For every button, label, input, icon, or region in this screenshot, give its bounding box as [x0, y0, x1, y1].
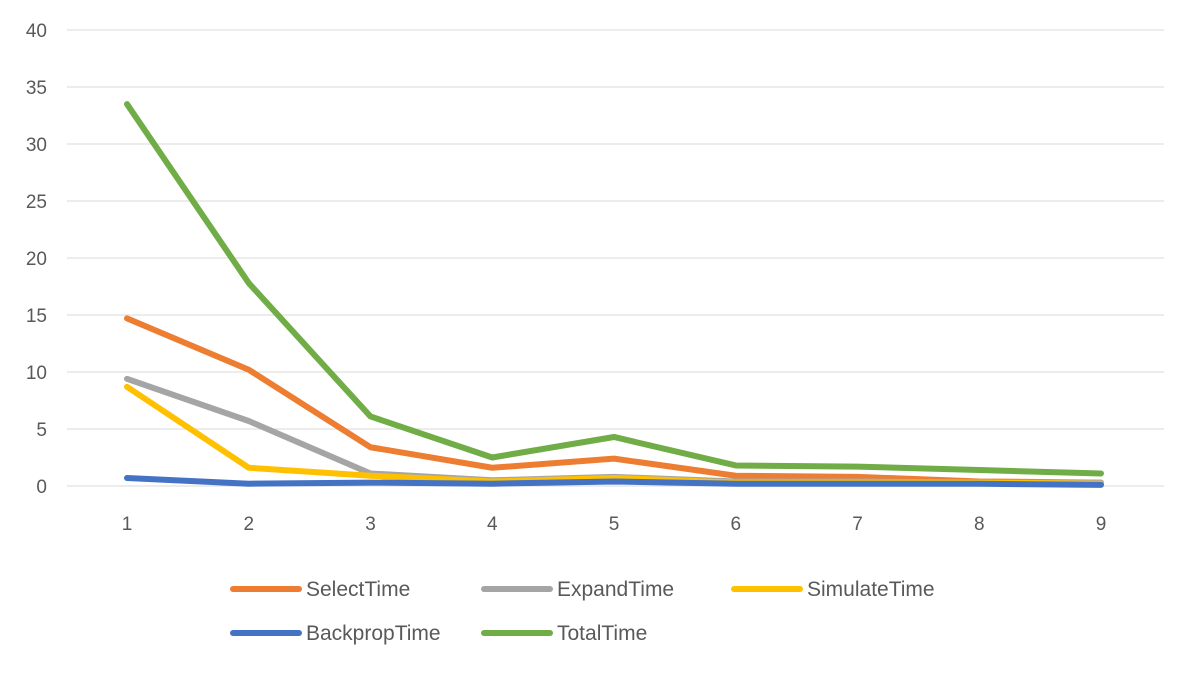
x-tick-label: 5	[609, 514, 620, 535]
legend-label: ExpandTime	[557, 578, 674, 601]
x-tick-label: 6	[730, 514, 741, 535]
series-lines	[124, 101, 1104, 488]
y-tick-label: 15	[26, 306, 47, 327]
y-tick-label: 0	[36, 477, 47, 498]
series-line-totaltime	[124, 101, 1104, 477]
x-tick-label: 3	[365, 514, 376, 535]
legend-label: BackpropTime	[306, 622, 441, 645]
y-tick-label: 5	[36, 420, 47, 441]
y-tick-label: 10	[26, 363, 47, 384]
series-line-selecttime	[124, 315, 1104, 486]
legend-item-backproptime[interactable]: BackpropTime	[230, 622, 441, 645]
x-tick-label: 1	[122, 514, 133, 535]
y-tick-label: 40	[26, 21, 47, 42]
x-tick-label: 4	[487, 514, 498, 535]
legend-item-selecttime[interactable]: SelectTime	[230, 578, 410, 601]
legend-label: TotalTime	[557, 622, 647, 645]
legend: SelectTime ExpandTime SimulateTime Backprop…	[230, 578, 935, 645]
legend-item-expandtime[interactable]: ExpandTime	[481, 578, 674, 601]
legend-item-simulatetime[interactable]: SimulateTime	[731, 578, 935, 601]
x-tick-label: 7	[852, 514, 863, 535]
legend-item-totaltime[interactable]: TotalTime	[481, 622, 647, 645]
x-axis-ticks: 1 2 3 4 5 6 7 8 9	[122, 514, 1107, 535]
x-tick-label: 8	[974, 514, 985, 535]
y-tick-label: 35	[26, 78, 47, 99]
legend-label: SimulateTime	[807, 578, 935, 601]
y-tick-label: 30	[26, 135, 47, 156]
legend-label: SelectTime	[306, 578, 410, 601]
y-tick-label: 20	[26, 249, 47, 270]
x-tick-label: 9	[1096, 514, 1107, 535]
x-tick-label: 2	[243, 514, 254, 535]
y-axis-ticks: 0 5 10 15 20 25 30 35 40	[26, 21, 47, 498]
y-tick-label: 25	[26, 192, 47, 213]
